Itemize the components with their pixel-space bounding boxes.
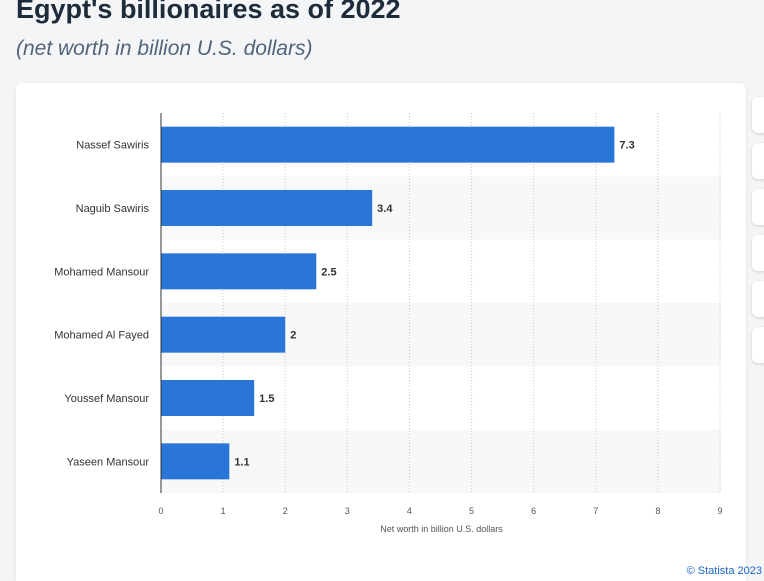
bar[interactable] bbox=[161, 380, 255, 416]
x-tick-label: 1 bbox=[221, 506, 226, 516]
x-tick-label: 6 bbox=[531, 506, 536, 516]
category-label: Mohamed Al Fayed bbox=[54, 330, 149, 342]
x-tick-label: 4 bbox=[407, 506, 412, 516]
side-toolbar-button[interactable] bbox=[752, 281, 764, 317]
bar[interactable] bbox=[161, 316, 286, 353]
category-label: Naguib Sawiris bbox=[76, 203, 150, 215]
x-tick-label: 7 bbox=[593, 506, 598, 516]
side-toolbar-button[interactable] bbox=[752, 97, 764, 133]
x-tick-label: 9 bbox=[717, 506, 722, 516]
x-tick-label: 3 bbox=[345, 506, 350, 516]
side-toolbar-button[interactable] bbox=[752, 327, 764, 363]
data-label: 2.5 bbox=[321, 266, 336, 278]
x-tick-label: 2 bbox=[283, 506, 288, 516]
bar[interactable] bbox=[161, 126, 615, 163]
bar[interactable] bbox=[161, 190, 373, 226]
category-label: Nassef Sawiris bbox=[76, 140, 149, 152]
data-label: 3.4 bbox=[377, 203, 393, 215]
data-label: 2 bbox=[290, 330, 296, 342]
bar[interactable] bbox=[161, 253, 317, 290]
side-toolbar-button[interactable] bbox=[752, 143, 764, 179]
category-label: Yaseen Mansour bbox=[67, 456, 150, 468]
side-toolbar-button[interactable] bbox=[752, 189, 764, 225]
chart-subtitle: (net worth in billion U.S. dollars) bbox=[16, 37, 313, 60]
row-band bbox=[161, 429, 721, 493]
side-toolbar-button[interactable] bbox=[752, 235, 764, 271]
data-label: 7.3 bbox=[619, 140, 634, 152]
chart-title: Egypt's billionaires as of 2022 bbox=[16, 0, 401, 24]
statista-credit-link[interactable]: © Statista 2023 bbox=[686, 565, 762, 577]
data-label: 1.1 bbox=[234, 456, 249, 468]
category-label: Youssef Mansour bbox=[64, 393, 149, 405]
category-label: Mohamed Mansour bbox=[54, 266, 149, 278]
x-axis-title: Net worth in billion U.S. dollars bbox=[380, 524, 503, 534]
bar[interactable] bbox=[161, 443, 230, 480]
x-tick-label: 8 bbox=[655, 506, 660, 516]
x-tick-label: 0 bbox=[158, 506, 163, 516]
x-tick-label: 5 bbox=[469, 506, 474, 516]
data-label: 1.5 bbox=[259, 393, 274, 405]
